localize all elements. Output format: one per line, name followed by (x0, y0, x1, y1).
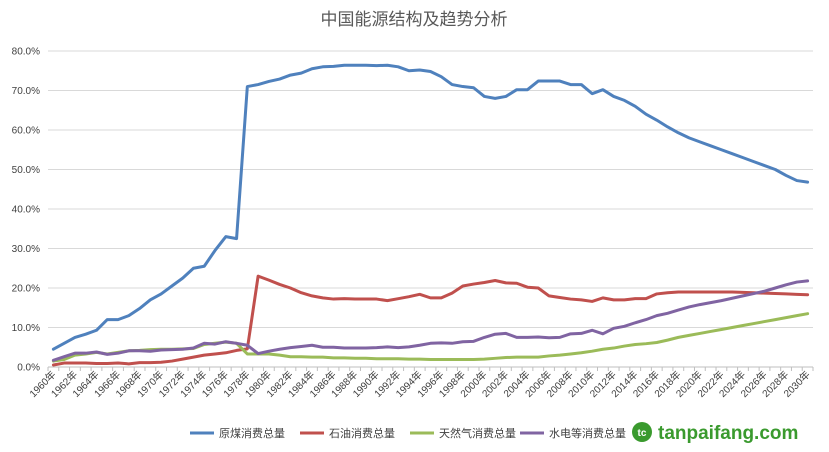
legend-label: 石油消费总量 (329, 426, 395, 440)
watermark-logo-letter: tc (638, 428, 647, 439)
series-lines (51, 63, 810, 367)
y-tick-label: 70.0% (12, 86, 40, 97)
watermark: tc tanpaifang.com (632, 422, 798, 444)
series-line-1 (51, 274, 810, 367)
y-tick-label: 50.0% (12, 165, 40, 176)
legend: 原煤消费总量 石油消费总量 天然气消费总量 水电等消费总量 (190, 426, 626, 440)
legend-label: 天然气消费总量 (439, 426, 516, 440)
watermark-text: tanpaifang.com (658, 423, 798, 444)
y-axis-tick-labels: 0.0% 10.0% 20.0% 30.0% 40.0% 50.0% 60.0% 70.0% 8… (12, 47, 40, 374)
y-tick-label: 80.0% (12, 47, 40, 58)
series-line-0 (51, 63, 810, 351)
watermark-logo-icon (632, 422, 652, 442)
y-tick-label: 0.0% (17, 363, 40, 374)
legend-label: 水电等消费总量 (549, 426, 626, 440)
series-line-2 (51, 312, 810, 363)
y-tick-label: 10.0% (12, 323, 40, 334)
y-tick-label: 20.0% (12, 284, 40, 295)
y-tick-label: 40.0% (12, 205, 40, 216)
y-tick-label: 30.0% (12, 244, 40, 255)
x-axis: 1960年1962年1964年1966年1968年1970年1972年1974年… (27, 366, 814, 400)
chart-title: 中国能源结构及趋势分析 (321, 10, 508, 30)
series-line-3 (51, 279, 810, 362)
gridlines (48, 50, 813, 328)
legend-label: 原煤消费总量 (219, 426, 285, 440)
y-tick-label: 60.0% (12, 126, 40, 137)
